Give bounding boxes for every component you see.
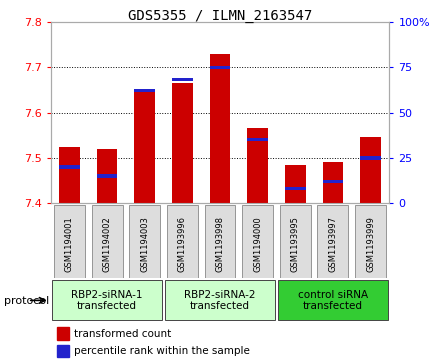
- Text: GSM1194001: GSM1194001: [65, 216, 74, 272]
- Text: GSM1194000: GSM1194000: [253, 216, 262, 272]
- Bar: [129, 205, 160, 278]
- Text: percentile rank within the sample: percentile rank within the sample: [74, 346, 250, 356]
- Bar: [318, 205, 348, 278]
- Bar: [167, 205, 198, 278]
- Bar: [97, 149, 117, 203]
- Bar: [360, 138, 381, 203]
- Bar: [209, 54, 231, 203]
- Bar: [355, 205, 386, 278]
- Bar: [360, 156, 381, 160]
- Bar: [97, 175, 117, 178]
- Text: GSM1194002: GSM1194002: [103, 216, 112, 272]
- Bar: [52, 280, 161, 321]
- Bar: [242, 205, 273, 278]
- Text: GDS5355 / ILMN_2163547: GDS5355 / ILMN_2163547: [128, 9, 312, 23]
- Bar: [134, 89, 155, 93]
- Text: GSM1193997: GSM1193997: [328, 216, 337, 272]
- Bar: [172, 83, 193, 203]
- Bar: [323, 180, 343, 183]
- Text: protocol: protocol: [4, 295, 50, 306]
- Bar: [285, 165, 306, 203]
- Bar: [279, 280, 388, 321]
- Bar: [92, 205, 122, 278]
- Bar: [165, 280, 275, 321]
- Bar: [280, 205, 311, 278]
- Bar: [323, 163, 343, 203]
- Bar: [285, 187, 306, 191]
- Text: RBP2-siRNA-1
transfected: RBP2-siRNA-1 transfected: [71, 290, 143, 311]
- Text: GSM1193999: GSM1193999: [366, 216, 375, 272]
- Bar: [57, 345, 69, 357]
- Text: transformed count: transformed count: [74, 329, 172, 339]
- Bar: [134, 92, 155, 203]
- Text: control siRNA
transfected: control siRNA transfected: [298, 290, 368, 311]
- Text: GSM1193998: GSM1193998: [216, 216, 224, 272]
- Bar: [172, 78, 193, 82]
- Text: GSM1194003: GSM1194003: [140, 216, 149, 272]
- Bar: [209, 66, 231, 69]
- Bar: [247, 129, 268, 203]
- Text: RBP2-siRNA-2
transfected: RBP2-siRNA-2 transfected: [184, 290, 256, 311]
- Bar: [59, 147, 80, 203]
- Bar: [59, 165, 80, 168]
- Bar: [205, 205, 235, 278]
- Bar: [247, 138, 268, 142]
- Bar: [57, 327, 69, 339]
- Text: GSM1193995: GSM1193995: [291, 216, 300, 272]
- Text: GSM1193996: GSM1193996: [178, 216, 187, 272]
- Bar: [54, 205, 85, 278]
